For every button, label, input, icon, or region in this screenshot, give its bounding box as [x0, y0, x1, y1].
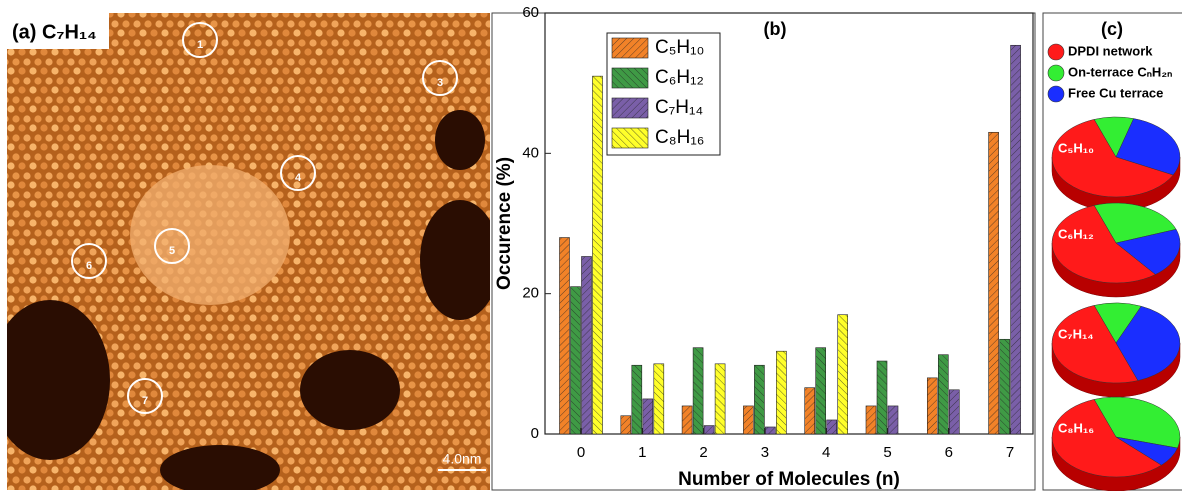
marker-label: 1	[197, 39, 203, 51]
bar	[866, 406, 876, 434]
legend-label: DPDI network	[1068, 43, 1153, 58]
pie-label: C₇H₁₄	[1058, 326, 1094, 341]
legend-label: C₆H₁₂	[655, 67, 704, 88]
bar	[927, 378, 937, 434]
y-axis-label: Occurence (%)	[494, 157, 515, 290]
bar	[938, 355, 948, 434]
pie-label: C₈H₁₆	[1058, 420, 1094, 435]
y-tick-label: 60	[522, 4, 539, 21]
bar	[593, 76, 603, 434]
y-tick-label: 0	[531, 425, 539, 442]
bar	[560, 238, 570, 434]
bar	[754, 365, 764, 434]
bar	[888, 406, 898, 434]
x-axis-label: Number of Molecules (n)	[678, 469, 900, 490]
dark-region	[435, 110, 485, 170]
legend-swatch	[612, 68, 648, 88]
legend-label: C₈H₁₆	[655, 127, 704, 148]
chart-title: (b)	[764, 19, 787, 39]
chart-title: (c)	[1101, 19, 1123, 39]
bar	[693, 348, 703, 434]
x-tick-label: 3	[761, 444, 769, 461]
x-tick-label: 7	[1006, 444, 1014, 461]
x-tick-label: 6	[945, 444, 953, 461]
panel-label: (a) C₇H₁₄	[12, 21, 97, 43]
bar	[989, 132, 999, 434]
marker-label: 3	[437, 77, 443, 89]
bar	[765, 427, 775, 434]
bar	[776, 351, 786, 434]
legend-swatch	[612, 38, 648, 58]
bar	[877, 361, 887, 434]
x-tick-label: 5	[883, 444, 891, 461]
bar	[743, 406, 753, 434]
bar	[682, 406, 692, 434]
bar	[571, 287, 581, 434]
marker-label: 5	[169, 245, 175, 257]
dark-region	[300, 350, 400, 430]
bar	[816, 348, 826, 434]
pie-label: C₆H₁₂	[1058, 226, 1094, 241]
bar	[715, 364, 725, 434]
bar	[949, 390, 959, 434]
legend-swatch	[612, 98, 648, 118]
x-tick-label: 4	[822, 444, 830, 461]
x-tick-label: 2	[699, 444, 707, 461]
bar	[827, 420, 837, 434]
marker-label: 4	[295, 172, 302, 184]
y-tick-label: 40	[522, 144, 539, 161]
marker-label: 7	[142, 395, 148, 407]
bar	[704, 426, 714, 434]
x-tick-label: 1	[638, 444, 646, 461]
bar	[621, 416, 631, 434]
legend-swatch	[1048, 44, 1064, 60]
legend-label: Free Cu terrace	[1068, 85, 1163, 100]
legend-label: C₇H₁₄	[655, 97, 703, 118]
legend-swatch	[1048, 65, 1064, 81]
legend-swatch	[1048, 86, 1064, 102]
bar	[1011, 45, 1021, 434]
bright-island	[130, 165, 290, 305]
legend-label: On-terrace CₙH₂ₙ	[1068, 64, 1172, 79]
bar	[838, 315, 848, 434]
dark-region	[420, 200, 500, 320]
legend-swatch	[612, 128, 648, 148]
scale-label: 4.0nm	[443, 451, 482, 467]
legend-label: C₅H₁₀	[655, 37, 704, 58]
x-tick-label: 0	[577, 444, 585, 461]
bar	[582, 256, 592, 434]
pie-panel: (c) DPDI network On-terrace CₙH₂ₙ Free Cu t…	[1048, 19, 1180, 491]
y-tick-label: 20	[522, 285, 539, 302]
figure: (a) C₇H₁₄ 4.0nm 1 3 4 5 6 7 (c) DPDI network On…	[0, 0, 1182, 491]
pie-label: C₅H₁₀	[1058, 140, 1094, 155]
bar	[1000, 339, 1010, 434]
bar	[643, 399, 653, 434]
bar	[632, 365, 642, 434]
bar	[654, 364, 664, 434]
bar	[805, 388, 815, 434]
marker-label: 6	[86, 260, 92, 272]
